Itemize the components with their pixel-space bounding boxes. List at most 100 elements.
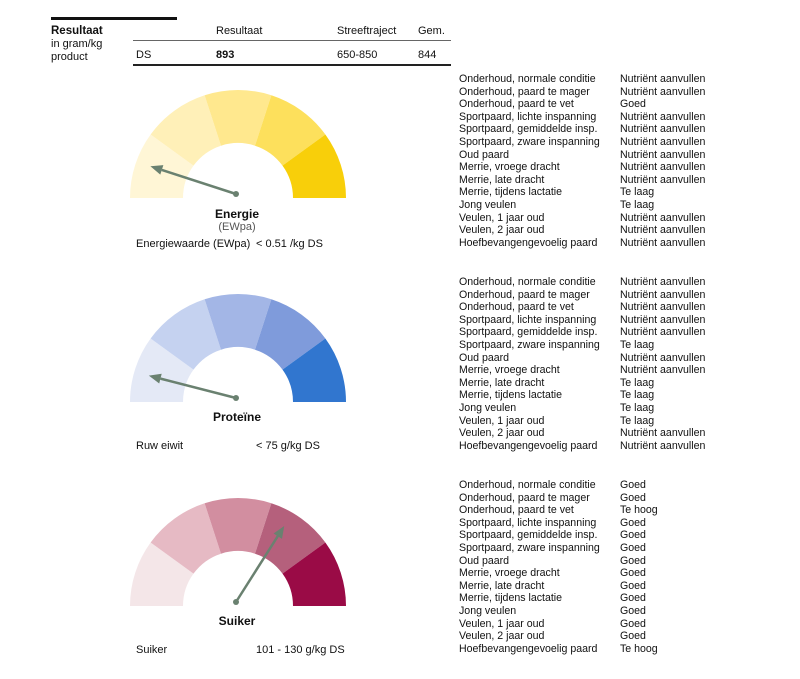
suiker-gauge: [130, 498, 346, 606]
assessment-verdict: Nutriënt aanvullen: [620, 276, 706, 288]
assessment-category: Onderhoud, paard te mager: [459, 85, 590, 98]
assessment-verdict: Nutriënt aanvullen: [620, 301, 706, 314]
gauge-needle-hub: [233, 599, 239, 605]
energie-sublabel: (EWpa): [218, 221, 256, 233]
assessment-category: Hoefbevangengevoelig paard: [459, 642, 598, 655]
assessment-category: Onderhoud, paard te vet: [459, 301, 574, 314]
assessment-category: Sportpaard, zware inspanning: [459, 338, 600, 351]
assessment-category: Oud paard: [459, 148, 510, 161]
suiker-label: Suiker: [218, 614, 256, 628]
proteine-metric-value: < 75 g/kg DS: [256, 440, 320, 452]
gauge-segment: [150, 95, 222, 166]
gauge-segment: [150, 503, 222, 574]
gauge-segment: [204, 498, 272, 554]
assessment-verdict: Nutriënt aanvullen: [620, 123, 706, 136]
assessment-category: Merrie, tijdens lactatie: [459, 592, 563, 605]
header-rule: [51, 17, 177, 20]
assessment-category: Onderhoud, normale conditie: [459, 479, 596, 491]
assessment-category: Oud paard: [459, 351, 510, 364]
proteine-gauge: [130, 294, 346, 402]
assessment-verdict: Goed: [620, 516, 646, 529]
assessment-verdict: Nutriënt aanvullen: [620, 439, 706, 452]
assessment-category: Sportpaard, lichte inspanning: [459, 110, 597, 123]
assessment-verdict: Goed: [620, 630, 646, 643]
summary-avg: 844: [418, 49, 437, 61]
gauge-segment: [130, 338, 194, 402]
gauge-needle-head: [150, 165, 164, 175]
assessment-verdict: Goed: [620, 529, 646, 542]
assessment-category: Sportpaard, gemiddelde insp.: [459, 326, 598, 339]
proteine-metric-name: Ruw eiwit: [136, 440, 184, 452]
gauge-needle-head: [273, 526, 285, 539]
assessment-verdict: Te laag: [620, 389, 655, 402]
assessment-category: Veulen, 2 jaar oud: [459, 630, 545, 643]
assessment-category: Veulen, 1 jaar oud: [459, 414, 545, 427]
assessment-verdict: Te hoog: [620, 642, 658, 655]
column-header-range: Streeftraject: [337, 25, 397, 37]
assessment-category: Merrie, late dracht: [459, 376, 545, 389]
assessment-category: Veulen, 1 jaar oud: [459, 211, 545, 224]
assessment-verdict: Goed: [620, 617, 646, 630]
assessment-verdict: Te laag: [620, 186, 655, 199]
header-subtitle: in gram/kg product: [51, 38, 102, 64]
assessment-verdict: Te laag: [620, 414, 655, 427]
gauge-segment: [254, 95, 326, 166]
assessment-category: Merrie, tijdens lactatie: [459, 389, 563, 402]
assessment-category: Merrie, vroege dracht: [459, 161, 560, 174]
assessment-verdict: Nutriënt aanvullen: [620, 148, 706, 161]
assessment-category: Onderhoud, normale conditie: [459, 73, 596, 85]
assessment-category: Merrie, vroege dracht: [459, 567, 560, 580]
assessment-verdict: Nutriënt aanvullen: [620, 85, 706, 98]
assessment-verdict: Nutriënt aanvullen: [620, 211, 706, 224]
assessment-category: Veulen, 2 jaar oud: [459, 224, 545, 237]
header-subtitle-line: in gram/kg: [51, 38, 103, 50]
energie-metric-name: Energiewaarde (EWpa): [136, 238, 251, 250]
summary-divider: [133, 64, 451, 66]
assessment-category: Sportpaard, gemiddelde insp.: [459, 529, 598, 542]
assessment-verdict: Te laag: [620, 338, 655, 351]
gauge-needle: [161, 168, 237, 196]
assessment-verdict: Te hoog: [620, 504, 658, 517]
column-header-avg: Gem.: [418, 25, 445, 37]
assessment-verdict: Goed: [620, 479, 646, 491]
assessment-category: Oud paard: [459, 554, 510, 567]
assessment-verdict: Nutriënt aanvullen: [620, 73, 706, 85]
assessment-category: Merrie, tijdens lactatie: [459, 186, 563, 199]
assessment-category: Merrie, late dracht: [459, 173, 545, 186]
assessment-category: Onderhoud, paard te mager: [459, 491, 590, 504]
proteine-label: Proteïne: [212, 410, 261, 424]
assessment-category: Merrie, vroege dracht: [459, 364, 560, 377]
assessment-category: Sportpaard, gemiddelde insp.: [459, 123, 598, 136]
gauge-needle: [160, 377, 237, 400]
assessment-category: Hoefbevangengevoelig paard: [459, 236, 598, 249]
assessment-category: Merrie, late dracht: [459, 579, 545, 592]
assessment-category: Sportpaard, zware inspanning: [459, 541, 600, 554]
assessment-category: Veulen, 2 jaar oud: [459, 427, 545, 440]
assessment-verdict: Te laag: [620, 198, 655, 211]
assessment-category: Jong veulen: [459, 198, 517, 211]
assessment-verdict: Nutriënt aanvullen: [620, 427, 706, 440]
header-title: Resultaat: [51, 25, 103, 37]
assessment-category: Veulen, 1 jaar oud: [459, 617, 545, 630]
assessment-category: Onderhoud, paard te vet: [459, 504, 574, 517]
gauge-needle-hub: [233, 395, 239, 401]
assessment-category: Jong veulen: [459, 401, 517, 414]
gauge-segment: [282, 542, 346, 606]
assessment-verdict: Nutriënt aanvullen: [620, 288, 706, 301]
assessment-category: Sportpaard, lichte inspanning: [459, 313, 597, 326]
gauge-needle-hub: [233, 191, 239, 197]
header-divider: [133, 40, 451, 41]
assessment-verdict: Te laag: [620, 376, 655, 389]
assessment-category: Sportpaard, lichte inspanning: [459, 516, 597, 529]
summary-label: DS: [136, 49, 152, 61]
gauge-needle-head: [148, 373, 162, 384]
assessment-verdict: Nutriënt aanvullen: [620, 173, 706, 186]
gauge-segment: [130, 542, 194, 606]
gauge-segment: [204, 294, 272, 350]
gauge-needle: [234, 535, 279, 603]
gauge-segment: [282, 338, 346, 402]
assessment-verdict: Goed: [620, 604, 646, 617]
assessment-verdict: Goed: [620, 579, 646, 592]
assessment-verdict: Nutriënt aanvullen: [620, 110, 706, 123]
assessment-verdict: Goed: [620, 491, 646, 504]
